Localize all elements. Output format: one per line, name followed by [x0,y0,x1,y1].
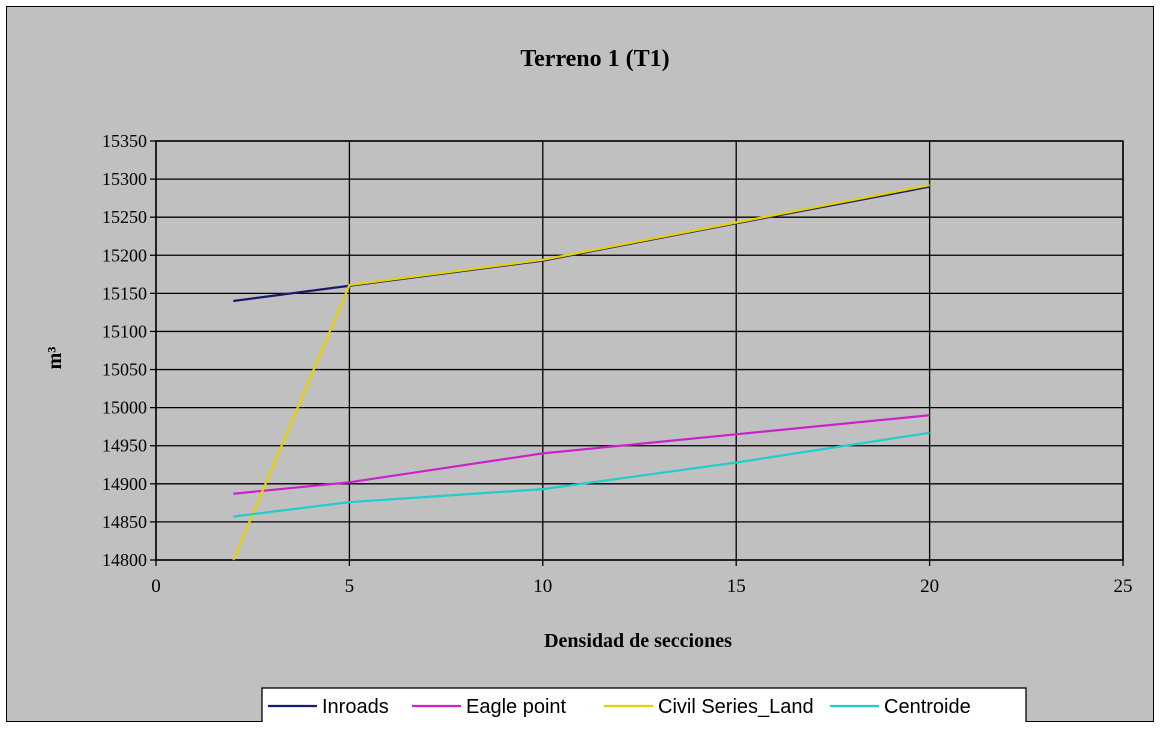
y-tick-label: 15200 [102,245,147,265]
legend-label: Centroide [884,696,971,718]
series-layer [232,184,930,561]
y-tick-label: 14900 [102,474,147,494]
line-chart: Terreno 1 (T1) 14800 14850 14900 14950 15000… [6,6,1154,725]
y-tick-label: 15050 [102,360,147,380]
y-tick-label: 14850 [102,512,147,532]
x-tick-label: 10 [533,576,552,597]
chart-title: Terreno 1 (T1) [520,46,669,72]
x-tick-label: 15 [727,576,746,597]
x-tick-label: 0 [151,576,161,597]
chart-frame: Terreno 1 (T1) 14800 14850 14900 14950 15000… [6,6,1154,725]
y-tick-label: 15150 [102,283,147,303]
y-tick-label: 15000 [102,398,147,418]
y-tick-label: 15350 [102,131,147,151]
x-tick-label: 20 [920,576,939,597]
grid-layer [155,140,1124,561]
series-line-2 [233,414,930,495]
y-tick-label: 15250 [102,207,147,227]
y-axis-label: m³ [44,347,66,370]
y-tick-label: 14950 [102,436,147,456]
legend-label: Inroads [322,696,389,718]
plot-area-border [155,140,1124,561]
tick-layer: 1480014850149001495015000150501510015150… [102,131,1133,597]
x-tick-label: 5 [345,576,355,597]
chart-legend: Inroads Eagle point Civil Series_Land Centr… [261,687,1027,725]
x-axis-label: Densidad de secciones [544,630,732,652]
y-tick-label: 15100 [102,321,147,341]
x-tick-label: 25 [1114,576,1133,597]
y-tick-label: 15300 [102,169,147,189]
legend-label: Civil Series_Land [658,696,814,718]
legend-label: Eagle point [466,696,567,718]
y-tick-label: 14800 [102,550,147,570]
chart-background [6,6,1154,722]
series-line-3 [232,184,930,561]
series-line-4 [233,431,930,518]
